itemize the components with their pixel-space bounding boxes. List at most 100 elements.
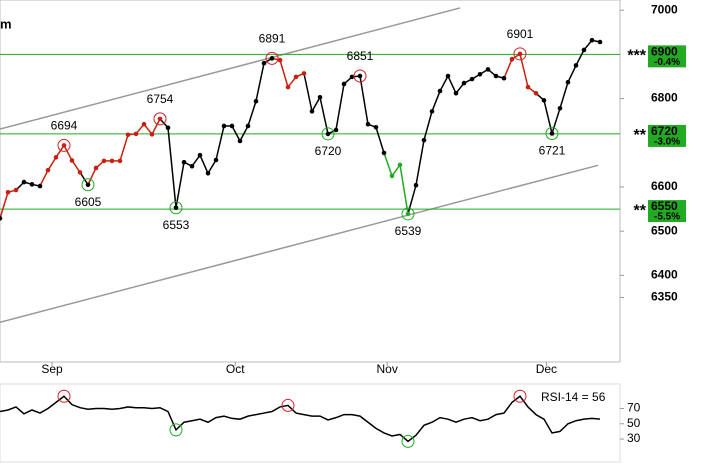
- price-point: [101, 158, 107, 164]
- price-point: [469, 76, 475, 82]
- price-point: [69, 158, 75, 163]
- price-point: [365, 121, 371, 127]
- price-point: [229, 123, 235, 129]
- level-stars: ***: [627, 48, 646, 65]
- price-point: [421, 137, 427, 143]
- price-point: [493, 73, 499, 79]
- price-segment: [199, 154, 209, 174]
- price-point: [0, 216, 3, 221]
- x-tick-label: Sep: [41, 362, 63, 376]
- price-point: [149, 132, 155, 137]
- pivot-marker: [321, 127, 335, 141]
- price-point: [557, 105, 563, 111]
- trend-line: [0, 164, 599, 323]
- y-tick-label: 6600: [651, 179, 678, 193]
- price-point: [373, 124, 379, 130]
- chart-title: m: [0, 16, 12, 31]
- price-point: [109, 158, 115, 164]
- price-point: [253, 98, 259, 104]
- level-change: -0.4%: [654, 57, 680, 68]
- price-segment: [71, 160, 81, 173]
- price-point: [509, 56, 515, 62]
- pivot-label: 6754: [147, 92, 174, 106]
- price-point: [477, 71, 483, 77]
- price-point: [525, 84, 531, 90]
- price-panel: [0, 0, 621, 363]
- price-point: [61, 143, 67, 148]
- rsi-line: [0, 395, 601, 443]
- price-point: [445, 73, 451, 79]
- rsi-panel: [0, 383, 621, 463]
- price-point: [221, 123, 227, 129]
- pivot-marker: [169, 201, 183, 215]
- price-point: [269, 56, 275, 61]
- price-segment: [151, 118, 161, 135]
- rsi-marker: [513, 389, 527, 403]
- price-segment: [575, 49, 585, 66]
- price-point: [197, 152, 203, 158]
- pivot-label: 6720: [315, 144, 342, 158]
- price-point: [117, 158, 123, 164]
- price-point: [597, 39, 603, 45]
- level-stars: **: [634, 127, 647, 144]
- price-segment: [79, 171, 89, 186]
- price-point: [405, 211, 411, 217]
- price-segment: [551, 108, 561, 134]
- rsi-label: RSI-14 = 56: [541, 390, 606, 404]
- price-segment: [239, 125, 249, 142]
- level-stars: **: [634, 202, 647, 219]
- price-point: [29, 182, 35, 187]
- price-point: [453, 90, 459, 96]
- price-point: [181, 159, 187, 165]
- x-tick-label: Dec: [536, 362, 557, 376]
- pivot-marker: [401, 207, 415, 221]
- price-point: [437, 88, 443, 94]
- trend-line: [0, 7, 461, 130]
- level-box: [648, 45, 686, 68]
- price-segment: [175, 162, 185, 208]
- price-segment: [375, 127, 385, 154]
- pivot-label: 6901: [507, 27, 534, 41]
- level-box: [648, 124, 686, 147]
- pivot-marker: [513, 47, 527, 61]
- price-point: [141, 121, 147, 127]
- price-point: [349, 74, 355, 80]
- price-point: [333, 127, 339, 133]
- price-point: [5, 189, 11, 195]
- price-segment: [415, 139, 425, 186]
- price-point: [205, 170, 211, 176]
- price-segment: [407, 184, 417, 215]
- price-point: [317, 94, 323, 100]
- pivot-marker: [57, 138, 71, 152]
- price-point: [93, 165, 99, 171]
- price-segment: [335, 83, 345, 131]
- x-tick-label: Nov: [377, 362, 398, 376]
- price-point: [565, 79, 571, 85]
- pivot-marker: [545, 126, 559, 140]
- price-point: [213, 157, 219, 163]
- pivot-label: 6721: [539, 144, 566, 158]
- y-tick-label: 6400: [651, 268, 678, 282]
- price-point: [413, 182, 419, 188]
- price-segment: [399, 164, 409, 215]
- level-value: 6900: [651, 45, 678, 59]
- price-segment: [247, 100, 257, 127]
- pivot-marker: [81, 178, 95, 192]
- price-point: [53, 155, 59, 160]
- price-point: [245, 123, 251, 129]
- price-point: [485, 67, 491, 72]
- price-point: [397, 162, 403, 168]
- price-segment: [303, 73, 313, 112]
- price-segment: [63, 145, 73, 161]
- pivot-label: 6605: [75, 195, 102, 209]
- y-tick-label: 6800: [651, 91, 678, 105]
- x-tick-label: Oct: [226, 362, 245, 376]
- level-box: [648, 200, 686, 223]
- level-value: 6720: [651, 124, 678, 138]
- price-point: [301, 71, 307, 76]
- price-segment: [55, 145, 65, 158]
- price-point: [285, 84, 291, 90]
- price-segment: [311, 96, 321, 112]
- rsi-tick-label: 30: [627, 431, 641, 445]
- pivot-label: 6694: [51, 119, 78, 133]
